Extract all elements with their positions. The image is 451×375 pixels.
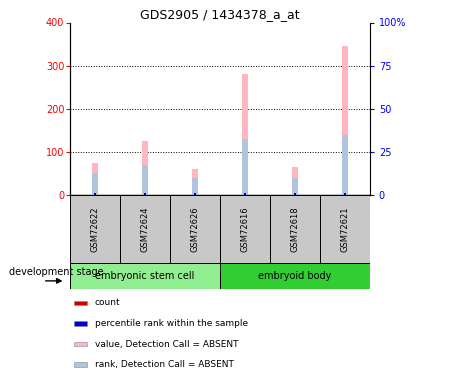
- Text: GSM72626: GSM72626: [190, 206, 199, 252]
- Bar: [120, 195, 170, 262]
- Bar: [92, 173, 98, 195]
- Bar: [194, 193, 196, 195]
- Text: rank, Detection Call = ABSENT: rank, Detection Call = ABSENT: [95, 360, 234, 369]
- Bar: [294, 193, 296, 195]
- Bar: [342, 135, 348, 195]
- Text: count: count: [95, 298, 120, 307]
- Text: GSM72624: GSM72624: [140, 206, 149, 252]
- Bar: [244, 193, 246, 195]
- Bar: [170, 195, 220, 262]
- Bar: [94, 193, 96, 195]
- Text: GSM72618: GSM72618: [290, 206, 299, 252]
- Bar: [342, 46, 348, 195]
- Bar: [74, 342, 87, 346]
- Bar: [320, 195, 370, 262]
- Text: GSM72621: GSM72621: [341, 206, 350, 252]
- Bar: [142, 141, 148, 195]
- Bar: [270, 195, 320, 262]
- Bar: [144, 193, 146, 195]
- Bar: [70, 262, 220, 289]
- Bar: [220, 262, 370, 289]
- Bar: [94, 193, 96, 195]
- Text: value, Detection Call = ABSENT: value, Detection Call = ABSENT: [95, 340, 238, 349]
- Text: embryonic stem cell: embryonic stem cell: [95, 271, 194, 280]
- Text: percentile rank within the sample: percentile rank within the sample: [95, 319, 248, 328]
- Bar: [70, 195, 120, 262]
- Bar: [242, 139, 248, 195]
- Bar: [192, 178, 198, 195]
- Bar: [74, 362, 87, 367]
- Bar: [92, 163, 98, 195]
- Text: GSM72616: GSM72616: [240, 206, 249, 252]
- Bar: [220, 195, 270, 262]
- Bar: [142, 165, 148, 195]
- Bar: [292, 167, 298, 195]
- Text: GSM72622: GSM72622: [90, 206, 99, 252]
- Bar: [194, 193, 196, 195]
- Bar: [74, 300, 87, 305]
- Bar: [294, 193, 296, 195]
- Text: development stage: development stage: [9, 267, 104, 277]
- Bar: [244, 193, 246, 195]
- Bar: [344, 193, 346, 195]
- Text: embryoid body: embryoid body: [258, 271, 331, 280]
- Bar: [74, 321, 87, 326]
- Bar: [144, 193, 146, 195]
- Bar: [242, 74, 248, 195]
- Bar: [192, 169, 198, 195]
- Title: GDS2905 / 1434378_a_at: GDS2905 / 1434378_a_at: [140, 8, 299, 21]
- Bar: [344, 193, 346, 195]
- Bar: [292, 178, 298, 195]
